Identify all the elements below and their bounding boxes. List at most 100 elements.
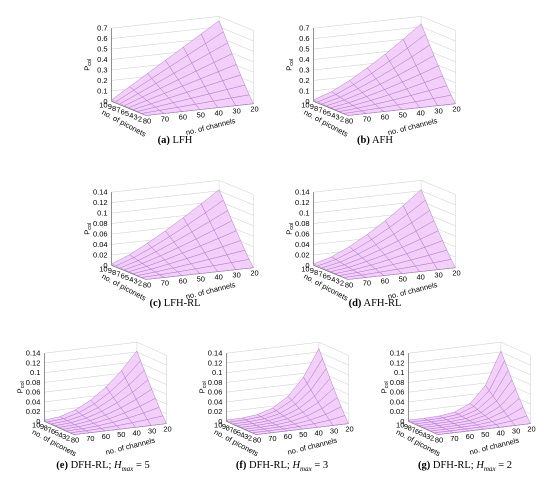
caption-d-title: AFH-RL bbox=[363, 298, 402, 309]
x-tick-label: 40 bbox=[214, 273, 222, 282]
plot-d-afh-rl: 0 0.020.04 0.060.080.1 0.120.14 Pcol 80 70 60 50… bbox=[285, 180, 461, 303]
gridline bbox=[408, 341, 501, 354]
y-tick-label: 7 bbox=[47, 425, 51, 434]
x-tick-label: 50 bbox=[399, 275, 407, 284]
z-axis-label-sub: col bbox=[20, 381, 26, 388]
y-tick-label: 3 bbox=[336, 113, 340, 122]
z-tick-label: 0.02 bbox=[208, 407, 223, 416]
caption-d-letter: (d) bbox=[348, 298, 362, 309]
x-tick-label: 30 bbox=[330, 426, 338, 435]
z-tick-label: 0.08 bbox=[93, 219, 108, 228]
x-tick-label: 80 bbox=[345, 116, 353, 125]
caption-a-letter: (a) bbox=[157, 135, 170, 146]
x-tick-label: 70 bbox=[161, 279, 169, 288]
z-axis-label: Pcol bbox=[285, 223, 296, 235]
z-tick-label: 0.08 bbox=[295, 219, 310, 228]
caption-b-letter: (b) bbox=[357, 135, 370, 146]
plot-c-lfh-rl: 0 0.020.04 0.060.080.1 0.120.14 Pcol 80 70 60 50… bbox=[83, 180, 259, 303]
y-tick-label: 6 bbox=[323, 107, 327, 116]
y-tick-label: 9 bbox=[108, 266, 112, 275]
y-tick-label: 2 bbox=[66, 434, 70, 443]
x-tick-label: 50 bbox=[117, 430, 125, 439]
z-tick-label: 0.2 bbox=[299, 76, 309, 85]
y-tick-label: 3 bbox=[134, 277, 138, 286]
y-tick-label: 5 bbox=[327, 109, 331, 118]
y-tick-label: 10 bbox=[32, 420, 40, 429]
y-tick-label: 9 bbox=[40, 422, 44, 431]
gridline bbox=[421, 190, 456, 206]
gridline bbox=[313, 26, 422, 39]
y-tick-label: 8 bbox=[112, 104, 116, 113]
gridline bbox=[421, 26, 456, 42]
z-tick-label: 0.12 bbox=[26, 358, 41, 367]
y-tick-label: 2 bbox=[138, 114, 142, 123]
caption-f: (f) DFH-RL; Hmax = 3 bbox=[212, 460, 352, 473]
y-tick-label: 6 bbox=[323, 271, 327, 280]
z-tick-label: 0.2 bbox=[97, 76, 107, 85]
caption-e: (e) DFH-RL; Hmax = 5 bbox=[33, 460, 173, 473]
x-tick-label: 60 bbox=[381, 277, 389, 286]
y-tick-label: 10 bbox=[301, 100, 309, 109]
z-tick-label: 0.7 bbox=[299, 24, 309, 33]
x-tick-label: 80 bbox=[345, 280, 353, 289]
x-tick-label: 40 bbox=[416, 109, 424, 118]
y-tick-label: 4 bbox=[58, 430, 62, 439]
x-tick-label: 70 bbox=[363, 115, 371, 124]
surface-patch bbox=[342, 110, 367, 116]
surface bbox=[225, 348, 349, 435]
z-tick-label: 0.7 bbox=[97, 24, 107, 33]
y-tick-label: 5 bbox=[55, 429, 59, 438]
y-tick-label: 5 bbox=[419, 429, 423, 438]
z-tick-label: 0.08 bbox=[26, 378, 41, 387]
x-tick-label: 60 bbox=[381, 113, 389, 122]
x-tick-label: 50 bbox=[197, 111, 205, 120]
y-tick-label: 8 bbox=[408, 424, 412, 433]
z-tick-label: 0.1 bbox=[299, 86, 309, 95]
caption-c-letter: (c) bbox=[149, 298, 162, 309]
y-tick-label: 10 bbox=[214, 420, 222, 429]
z-tick-label: 0.1 bbox=[30, 368, 40, 377]
z-axis-label: Pcol bbox=[15, 381, 26, 393]
gridline bbox=[408, 371, 501, 383]
z-tick-label: 0.12 bbox=[93, 198, 108, 207]
y-tick-label: 7 bbox=[318, 270, 322, 279]
y-tick-label: 8 bbox=[314, 268, 318, 277]
x-tick-label: 40 bbox=[314, 428, 322, 437]
z-tick-label: 0.04 bbox=[93, 240, 108, 249]
z-axis-label-sub: col bbox=[289, 223, 295, 230]
z-tick-label: 0.14 bbox=[390, 349, 405, 358]
x-axis-label: no. of channels bbox=[286, 436, 338, 457]
y-tick-label: 2 bbox=[340, 278, 344, 287]
gridline bbox=[136, 351, 167, 366]
z-tick-label: 0.04 bbox=[295, 240, 310, 249]
plot-a-lfh: 0 0.10.2 0.30.40.5 0.60.7 Pcol 80 70 60 50 40 30 20… bbox=[83, 16, 259, 139]
caption-f-hsub: max bbox=[300, 465, 312, 474]
y-tick-label: 3 bbox=[62, 432, 66, 441]
gridline bbox=[111, 180, 220, 193]
z-axis-label-sub: col bbox=[87, 59, 93, 66]
y-tick-label: 7 bbox=[229, 425, 233, 434]
gridline bbox=[421, 180, 456, 195]
gridline bbox=[44, 341, 137, 354]
x-tick-label: 50 bbox=[399, 111, 407, 120]
gridline bbox=[313, 16, 422, 29]
z-axis-label-sub: col bbox=[384, 381, 390, 388]
plot-b-afh: 0 0.10.2 0.30.40.5 0.60.7 Pcol 80 70 60 50 40 30 20… bbox=[285, 16, 461, 139]
y-tick-label: 6 bbox=[51, 427, 55, 436]
y-tick-label: 2 bbox=[340, 114, 344, 123]
gridline bbox=[318, 351, 349, 366]
x-tick-label: 30 bbox=[232, 271, 240, 280]
y-tick-label: 5 bbox=[125, 109, 129, 118]
z-axis-label-sub: col bbox=[289, 59, 295, 66]
z-tick-label: 0.04 bbox=[208, 397, 223, 406]
y-tick-label: 7 bbox=[116, 270, 120, 279]
x-tick-label: 20 bbox=[250, 105, 258, 114]
caption-g-letter: (g) bbox=[417, 460, 431, 471]
caption-g-title: DFH-RL; bbox=[432, 460, 477, 471]
caption-e-hval: = 5 bbox=[133, 460, 150, 471]
x-tick-label: 70 bbox=[450, 434, 458, 443]
caption-e-hsub: max bbox=[121, 465, 134, 474]
plot-g-dfh-rl-h2: 00.020.040.060.080.10.120.14 Pcol 80 70 60 50… bbox=[379, 341, 536, 458]
y-tick-label: 6 bbox=[121, 271, 125, 280]
gridline bbox=[313, 190, 422, 203]
